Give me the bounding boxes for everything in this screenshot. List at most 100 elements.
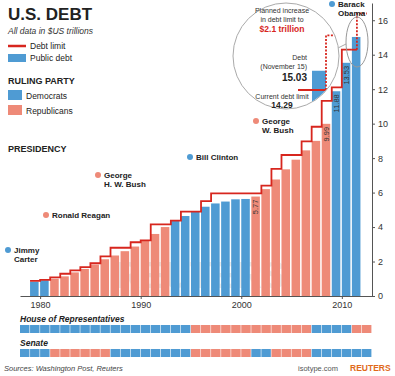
president-line: Ronald Reagan: [52, 211, 110, 220]
y-tick: 6: [372, 188, 383, 198]
party-label: Democrats: [26, 91, 67, 101]
congress-control: [171, 325, 180, 333]
congress-control: [121, 349, 130, 357]
x-tick-mark: [40, 296, 41, 299]
president-line: George: [262, 117, 291, 126]
president-line: Barack: [338, 0, 365, 9]
congress-control: [211, 349, 220, 357]
inset-planned-line: [326, 35, 345, 90]
congress-control: [50, 325, 59, 333]
credit: isotype.com: [298, 364, 338, 373]
congress-control: [312, 325, 321, 333]
x-axis: 1980199020002010: [21, 296, 373, 310]
congress-control: [231, 349, 240, 357]
congress-control: [221, 325, 230, 333]
debt-bar: [70, 272, 79, 296]
source: Sources: Washington Post, Reuters: [4, 364, 123, 373]
congress-control: [322, 349, 331, 357]
congress-control: [251, 349, 260, 357]
president-label: GeorgeH. W. Bush: [104, 171, 146, 189]
debt-bar: [302, 150, 311, 296]
y-tick-label: 10: [378, 119, 388, 129]
x-tick-mark: [342, 296, 343, 299]
congress-control: [30, 349, 39, 357]
y-tick-mark: [372, 296, 375, 297]
data-label: 11.88: [332, 94, 341, 112]
congress-control: [50, 349, 59, 357]
president-label: JimmyCarter: [14, 246, 40, 264]
y-tick-label: 14: [378, 50, 388, 60]
congress-control: [20, 325, 29, 333]
president-line: Carter: [14, 255, 38, 264]
debt-bar: [261, 189, 270, 296]
x-tick-label: 2010: [332, 300, 352, 310]
y-axis: 0 2 4 6 8 10 12 14 16: [372, 4, 388, 302]
congress-control: [251, 325, 260, 333]
debt-bar: [40, 280, 49, 296]
president-line: H. W. Bush: [104, 180, 146, 189]
party-icon: [253, 118, 259, 124]
debt-bar: [211, 203, 220, 296]
y-tick-label: 0: [378, 291, 383, 301]
debt-bar: [80, 269, 89, 296]
congress-control: [271, 325, 280, 333]
congress-control: [281, 349, 290, 357]
congress-control: [362, 325, 371, 333]
debt-bar: [141, 241, 150, 296]
debt-bar: [30, 282, 39, 296]
subtitle: All data in $US trillions: [7, 26, 94, 36]
debt-bar: [312, 141, 321, 296]
debt-bar: [111, 255, 120, 296]
credit: REUTERS: [350, 363, 391, 373]
inset-planned-text: in debt limit to: [260, 16, 303, 23]
debt-bar: [281, 169, 290, 296]
congress-control: [211, 325, 220, 333]
president-line: Jimmy: [14, 246, 40, 255]
congress-control: [181, 349, 190, 357]
congress-control: [20, 349, 29, 357]
party-icon: [5, 247, 11, 253]
watermark: REUTERS: [114, 255, 286, 296]
data-label: 13.53: [342, 66, 351, 85]
congress-control: [141, 325, 150, 333]
congress-control: [281, 325, 290, 333]
debt-bar: [342, 63, 351, 296]
title: U.S. DEBT: [8, 5, 93, 24]
y-tick-label: 12: [378, 85, 388, 95]
debt-bar: [171, 221, 180, 296]
congress-control: [40, 349, 49, 357]
debt-bar: [322, 124, 331, 296]
congress-control: [292, 325, 301, 333]
congress-control: [302, 349, 311, 357]
y-tick: 16: [372, 16, 388, 26]
party-icon: [43, 212, 49, 218]
president-line: W. Bush: [262, 126, 294, 135]
x-tick: 1980: [31, 296, 51, 310]
congress-control: [70, 349, 79, 357]
congress-control: [241, 349, 250, 357]
congress-control: [80, 349, 89, 357]
y-tick-label: 4: [378, 222, 383, 232]
congress-control: [271, 349, 280, 357]
y-tick-mark: [372, 89, 375, 90]
y-tick: 2: [372, 257, 383, 267]
congress-control: [60, 325, 69, 333]
x-axis-line: [21, 296, 373, 297]
debt-bar: [251, 197, 260, 296]
congress-control: [201, 349, 210, 357]
debt-bar: [221, 202, 230, 296]
debt-bar: [352, 37, 361, 296]
debt-bar: [50, 279, 59, 296]
y-tick-label: 8: [378, 153, 383, 163]
debt-bar: [191, 211, 200, 296]
president-label: GeorgeW. Bush: [262, 117, 294, 135]
x-tick: 1990: [131, 296, 151, 310]
x-tick-mark: [241, 296, 242, 299]
y-tick-mark: [372, 158, 375, 159]
y-tick: 8: [372, 153, 383, 163]
congress-control: [332, 325, 341, 333]
y-tick-mark: [372, 20, 375, 21]
party-icon: [187, 154, 193, 160]
congress-control: [161, 325, 170, 333]
inset-planned-amount: $2.1 trillion: [260, 24, 305, 34]
